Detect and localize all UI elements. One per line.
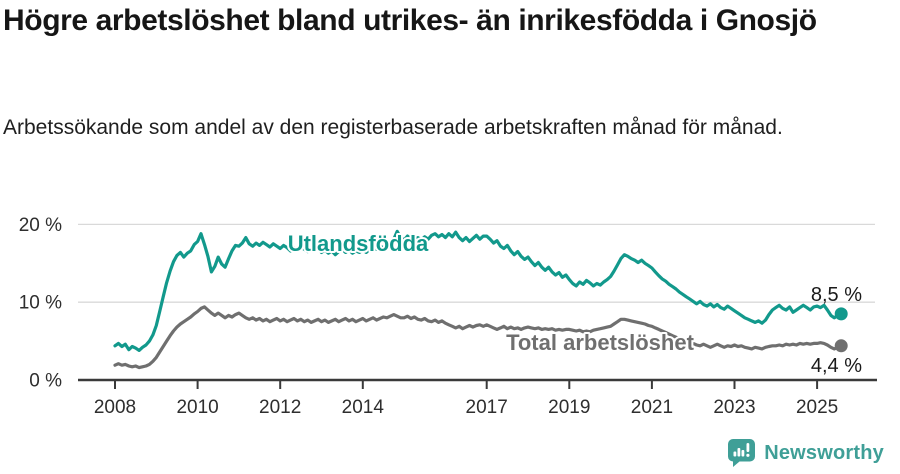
x-axis-label: 2014 xyxy=(342,397,385,418)
bar-tall xyxy=(737,448,741,457)
x-axis-label: 2019 xyxy=(548,397,590,418)
brand-name: Newsworthy xyxy=(764,441,884,464)
end-value-utlandsfodda: 8,5 % xyxy=(811,284,862,306)
end-value-total-arbetsloshet: 4,4 % xyxy=(811,355,862,377)
end-dot-utlandsfodda xyxy=(834,307,848,321)
x-axis-label: 2021 xyxy=(631,397,673,418)
y-axis-label: 10 % xyxy=(19,293,62,314)
chart-y-labels: 0 % 10 % 20 % xyxy=(19,215,62,392)
chart-gridlines xyxy=(78,223,877,382)
x-axis-label: 2025 xyxy=(796,397,838,418)
y-axis-label: 20 % xyxy=(19,215,62,236)
chart-subtitle: Arbetssökande som andel av den registerb… xyxy=(3,116,783,139)
x-axis-label: 2023 xyxy=(713,397,755,418)
brand-footer: Newsworthy xyxy=(726,438,884,468)
x-axis-label: 2010 xyxy=(176,397,218,418)
line-total-arbetsloshet xyxy=(113,305,843,370)
series-label-utlandsfodda: Utlandsfödda xyxy=(288,231,429,256)
chart-x-labels: 2008 2010 2012 2014 2017 2019 2021 2023 2025 xyxy=(94,397,838,418)
x-axis-label: 2017 xyxy=(466,397,508,418)
series-label-total-arbetsloshet: Total arbetslöshet xyxy=(506,330,695,355)
newsworthy-logo-icon xyxy=(728,439,756,467)
y-axis-label: 0 % xyxy=(29,371,62,392)
chart: 0 % 10 % 20 % 2008 2010 2012 2014 2017 2019 2021… xyxy=(19,215,877,418)
end-dot-total-arbetsloshet xyxy=(834,339,848,353)
x-axis-label: 2012 xyxy=(259,397,301,418)
chart-x-ticks xyxy=(114,380,819,389)
exclamation-dot xyxy=(746,453,750,457)
bar-small xyxy=(733,451,737,457)
exclamation-stem xyxy=(746,443,750,452)
bar-mid xyxy=(741,450,745,457)
line-utlandsfodda xyxy=(113,229,843,352)
x-axis-label: 2008 xyxy=(94,397,136,418)
page-title: Högre arbetslöshet bland utrikes- än inr… xyxy=(3,4,817,37)
